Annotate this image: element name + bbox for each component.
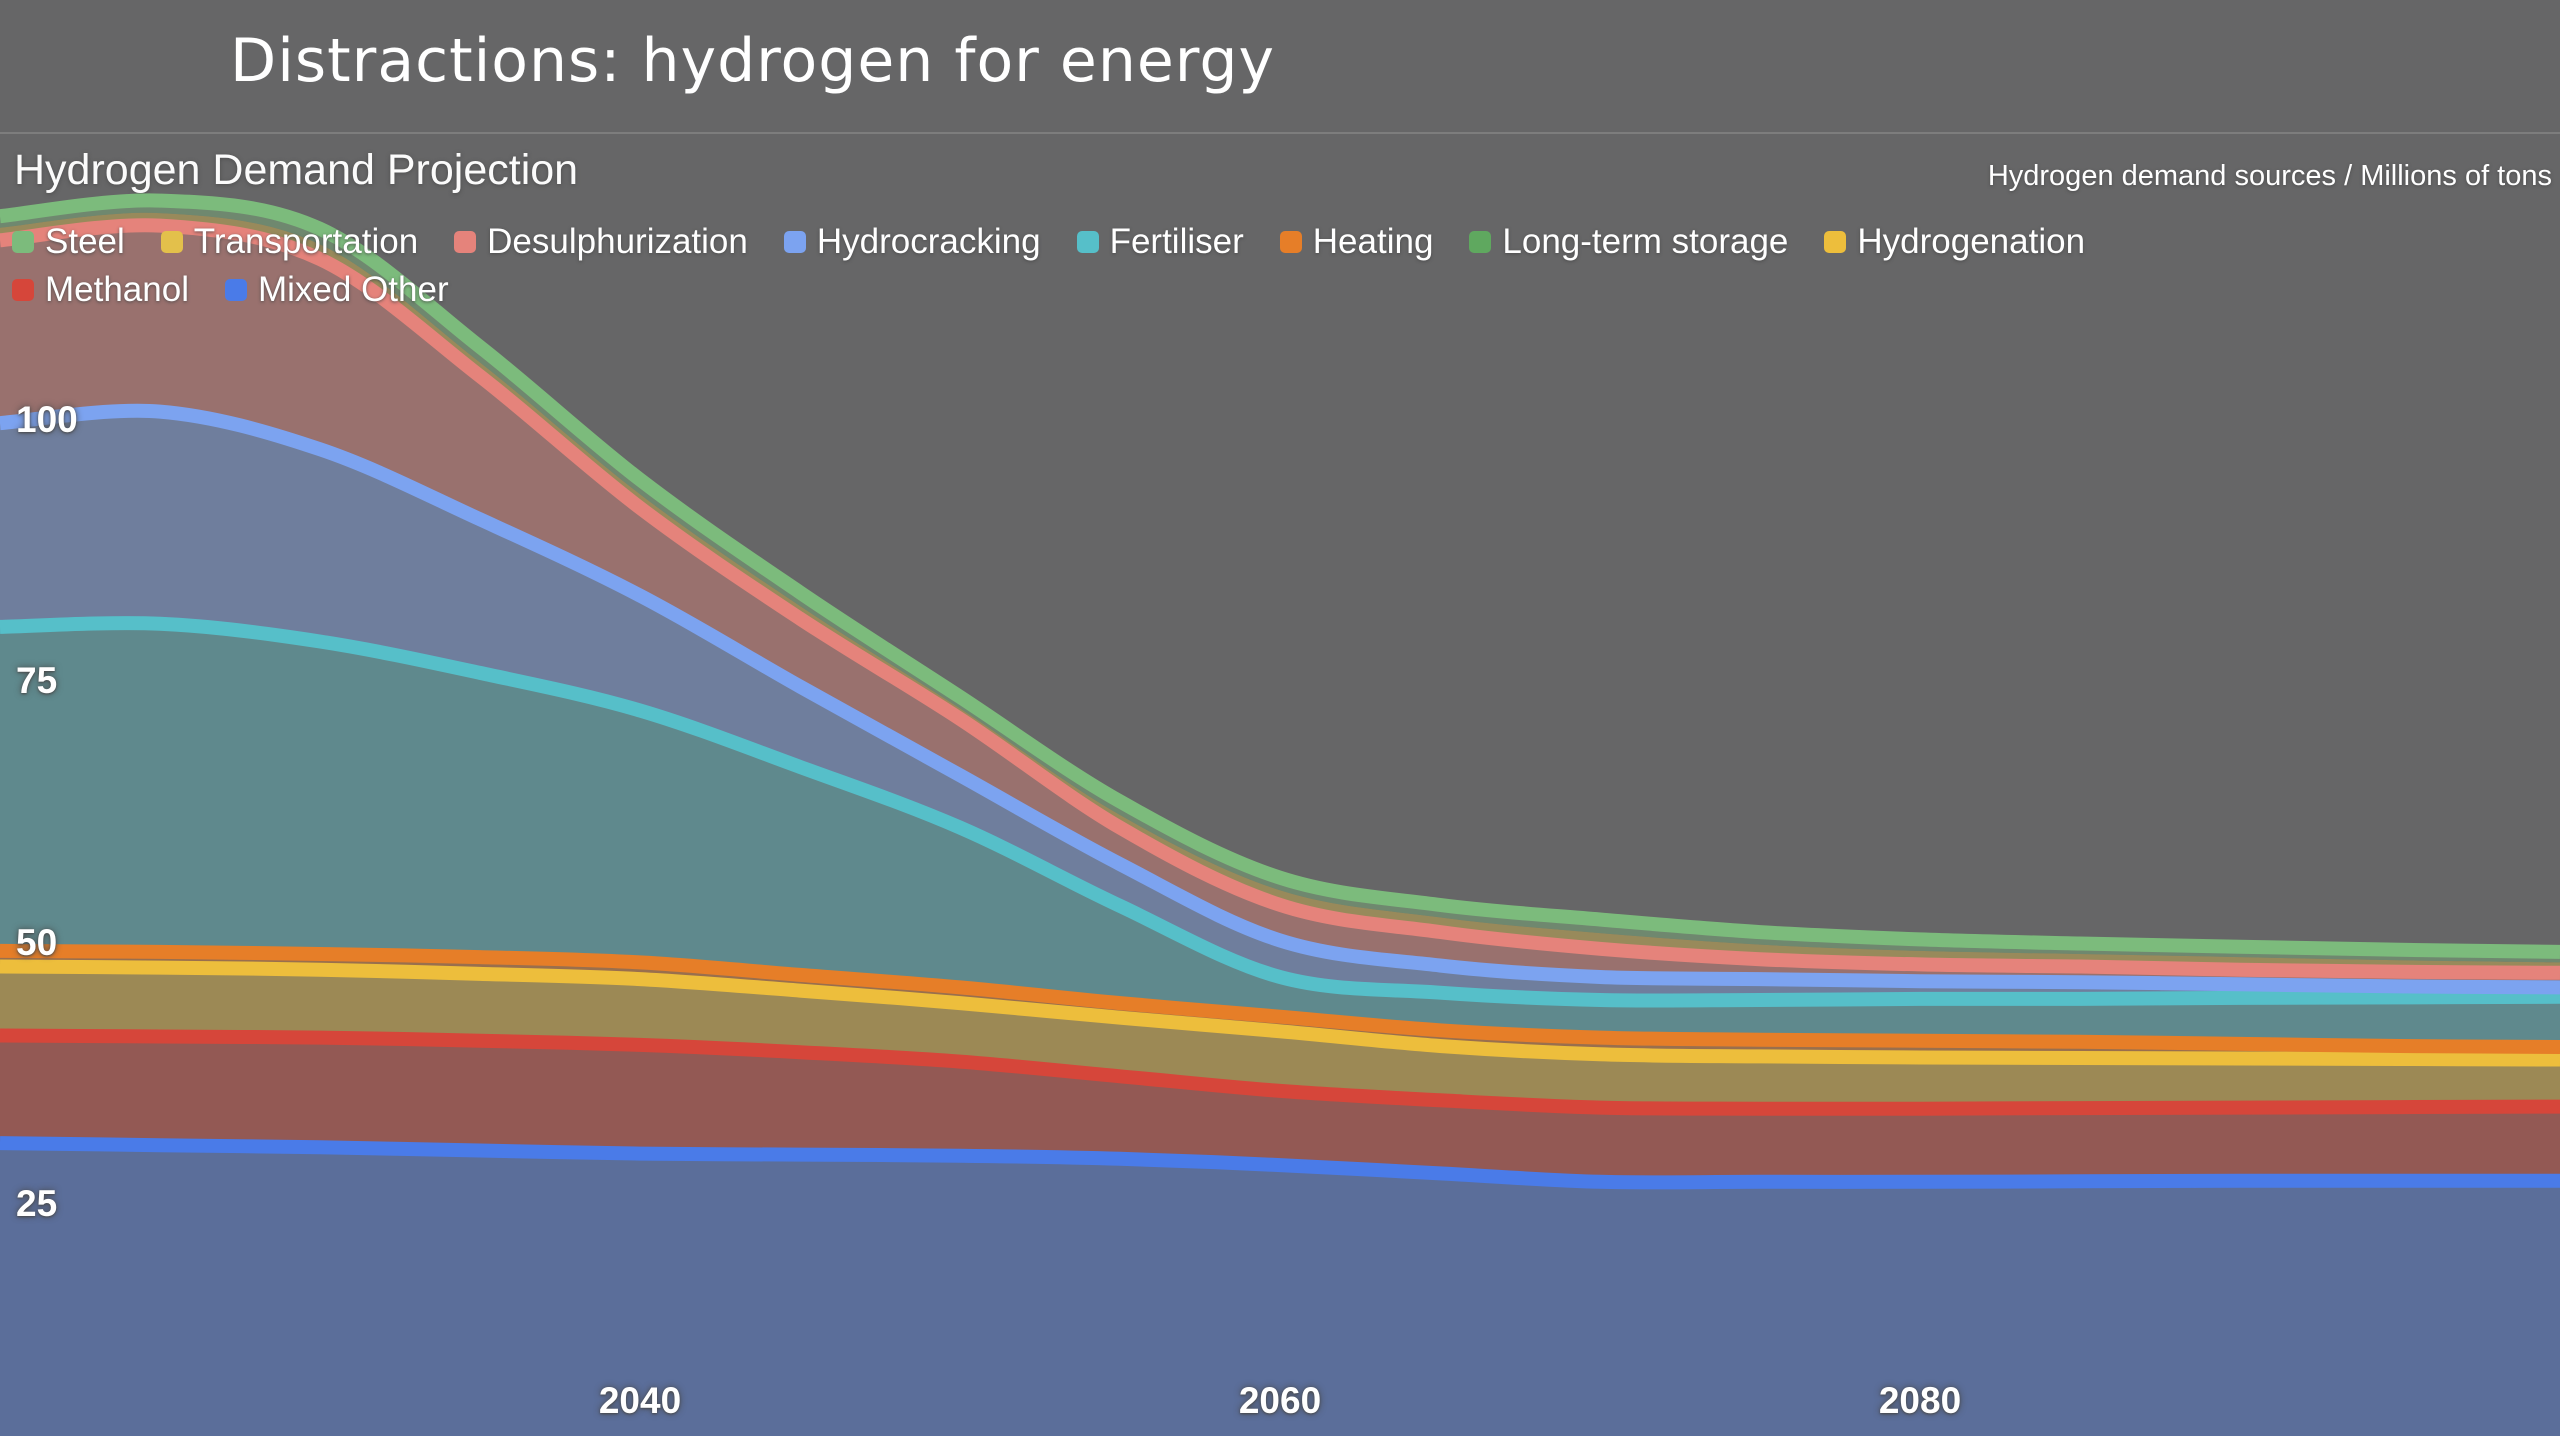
area-hydrocracking [0, 410, 2560, 1001]
line-steel [0, 193, 2560, 959]
header-divider [0, 132, 2560, 134]
legend-row-1: Steel Transportation Desulphurization Hydro… [12, 222, 2554, 262]
legend-row-2: Methanol Mixed Other [12, 270, 2554, 310]
legend-label: Hydrocracking [816, 222, 1041, 261]
area-mixed-other [0, 1143, 2560, 1436]
legend-label: Steel [45, 222, 125, 261]
y-tick-100: 100 [16, 399, 78, 440]
line-methanol [0, 1028, 2560, 1116]
legend-swatch-icon [1076, 231, 1099, 253]
legend-label: Desulphurization [487, 222, 748, 261]
legend-swatch-icon [783, 231, 806, 253]
legend-label: Transportation [193, 222, 419, 261]
legend-swatch-icon [160, 231, 183, 253]
y-tick-25: 25 [16, 1182, 58, 1224]
x-tick-2040: 2040 [598, 1380, 682, 1421]
legend-swatch-icon [12, 231, 34, 253]
x-tick-2080: 2080 [1878, 1380, 1962, 1421]
legend-label: Heating [1312, 222, 1434, 261]
legend-label: Methanol [45, 270, 189, 309]
legend-label: Mixed Other [257, 270, 449, 309]
area-fertiliser [0, 623, 2560, 1047]
line-desulphurization [0, 218, 2560, 980]
y-tick-75: 75 [16, 660, 58, 702]
chart-units-label: Hydrogen demand sources / Millions of to… [1987, 160, 2552, 192]
legend-item-steel[interactable]: Steel [12, 222, 125, 262]
page-title: Distractions: hydrogen for energy [230, 26, 1275, 96]
legend-label: Hydrogenation [1857, 222, 2086, 261]
line-hydrogenation [0, 959, 2560, 1067]
legend-swatch-icon [1824, 231, 1847, 253]
legend-item-fertiliser[interactable]: Fertiliser [1076, 222, 1244, 262]
area-desulphurization [0, 225, 2560, 988]
legend-item-transportation[interactable]: Transportation [160, 222, 419, 262]
line-heating [0, 943, 2560, 1054]
legend-label: Long-term storage [1502, 222, 1789, 261]
chart-title: Hydrogen Demand Projection [14, 146, 579, 194]
line-hydrocracking [0, 403, 2560, 995]
area-methanol [0, 1035, 2560, 1183]
legend-item-mixed-other[interactable]: Mixed Other [224, 270, 449, 310]
legend-label: Fertiliser [1109, 222, 1244, 261]
line-mixed-other [0, 1136, 2560, 1190]
y-tick-50: 50 [16, 921, 58, 963]
legend-swatch-icon [12, 279, 34, 301]
x-tick-2060: 2060 [1238, 1380, 1322, 1421]
legend-item-hydrogenation[interactable]: Hydrogenation [1824, 222, 2085, 262]
line-fertiliser [0, 616, 2560, 1008]
legend-swatch-icon [1279, 231, 1302, 253]
legend-item-hydrocracking[interactable]: Hydrocracking [783, 222, 1041, 262]
legend-item-desulphurization[interactable]: Desulphurization [454, 222, 748, 262]
legend-swatch-icon [1469, 231, 1492, 253]
chart-legend: Steel Transportation Desulphurization Hydro… [12, 222, 2554, 310]
legend-swatch-icon [454, 231, 477, 253]
legend-item-heating[interactable]: Heating [1279, 222, 1434, 262]
legend-item-long-term-storage[interactable]: Long-term storage [1469, 222, 1788, 262]
legend-item-methanol[interactable]: Methanol [12, 270, 189, 310]
legend-swatch-icon [224, 279, 247, 301]
